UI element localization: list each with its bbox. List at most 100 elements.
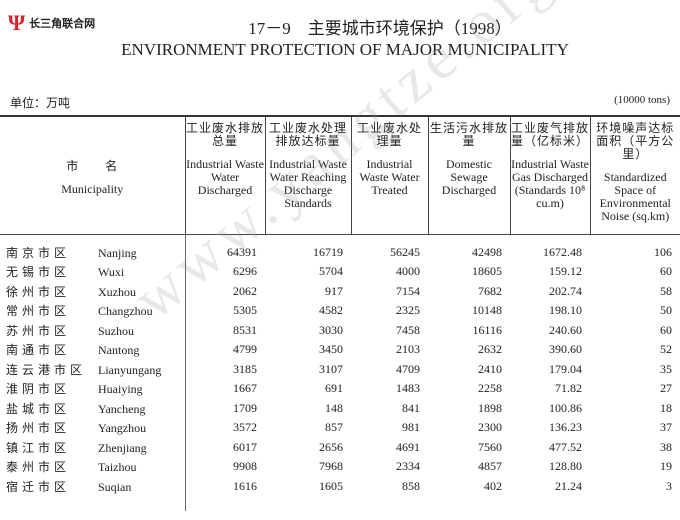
value-cell: 857 [325,420,343,435]
value-cell: 35 [660,361,672,376]
value-cell: 3185 [233,361,257,376]
value-cell: 3 [666,479,672,493]
value-cell: 19 [660,459,672,474]
column-header-cn: 工业废水处理量 [356,121,422,148]
city-name-en: Lianyungang [98,362,162,377]
value-cell: 390.60 [549,342,582,357]
table-row: 扬州市区 Yangzhou 3572 857 981 2300 136.23 37 [0,418,680,438]
value-cell: 18605 [472,264,502,279]
value-cell: 8531 [233,322,257,337]
city-name-en: Suzhou [98,323,134,338]
column-header-en: Industrial Waste Water Discharged [186,157,264,197]
page-title: 17－9 主要城市环境保护（1998） [248,19,512,38]
column-header: 市 名 Municipality [0,116,185,234]
city-name-en: Zhenjiang [98,440,147,455]
value-cell: 477.52 [549,439,582,454]
value-cell: 56245 [390,244,420,259]
city-cell: 常州市区 Changzhou [0,301,186,321]
value-cell: 3572 [233,420,257,435]
city-name-cn: 南京市区 [6,245,71,260]
page-subtitle: ENVIRONMENT PROTECTION OF MAJOR MUNICIPA… [121,40,569,59]
value-cell: 50 [660,303,672,318]
city-cell: 徐州市区 Xuzhou [0,281,186,301]
value-cell: 4857 [478,459,502,474]
value-cell: 1616 [233,479,257,493]
value-cell: 5305 [233,303,257,318]
city-name-cn: 宿迁市区 [6,480,71,494]
value-cell: 2062 [233,283,257,298]
value-cell: 4000 [396,264,420,279]
table-row: 常州市区 Changzhou 5305 4582 2325 10148 198.10 50 [0,301,680,321]
value-cell: 198.10 [549,303,582,318]
value-cell: 4691 [396,439,420,454]
value-cell: 27 [660,381,672,396]
value-cell: 7968 [319,459,343,474]
value-cell: 38 [660,439,672,454]
table-row: 淮阴市区 Huaiying 1667 691 1483 2258 71.82 27 [0,379,680,399]
value-cell: 21.24 [555,479,582,493]
environment-table: 市 名 Municipality 工业废水排放总量 Industrial Waste … [0,115,680,511]
city-cell: 泰州市区 Taizhou [0,457,186,477]
value-cell: 6296 [233,264,257,279]
value-cell: 7154 [396,283,420,298]
city-cell: 宿迁市区 Suqian [0,476,186,511]
value-cell: 858 [402,479,420,493]
column-header-cn: 环境噪声达标面积（平方公里） [596,121,675,161]
value-cell: 2334 [396,459,420,474]
city-cell: 盐城市区 Yancheng [0,398,186,418]
city-name-cn: 淮阴市区 [6,382,71,397]
column-header-cn: 工业废水排放总量 [185,121,264,148]
value-cell: 240.60 [549,322,582,337]
value-cell: 100.86 [549,400,582,415]
table-header-row: 市 名 Municipality 工业废水排放总量 Industrial Waste … [0,116,680,234]
value-cell: 10148 [472,303,502,318]
value-cell: 1605 [319,479,343,493]
city-name-en: Suqian [98,480,132,494]
column-header-en: Standardized Space of Environmental Nois… [599,170,671,223]
value-cell: 1709 [233,400,257,415]
value-cell: 917 [325,283,343,298]
value-cell: 52 [660,342,672,357]
value-cell: 148 [325,400,343,415]
value-cell: 7682 [478,283,502,298]
value-cell: 1898 [478,400,502,415]
city-name-cn: 泰州市区 [6,460,71,475]
city-name-cn: 镇江市区 [6,440,71,455]
city-cell: 无锡市区 Wuxi [0,262,186,282]
city-name-en: Huaiying [98,382,143,397]
value-cell: 64391 [227,244,257,259]
city-cell: 南通市区 Nantong [0,340,186,360]
city-name-en: Yangzhou [98,421,147,436]
city-name-en: Yancheng [98,401,146,416]
city-name-en: Nantong [98,343,140,358]
column-header-cn: 工业废气排放量（亿标米） [510,121,589,148]
value-cell: 18 [660,400,672,415]
column-header-cn: 工业废水处理排放达标量 [268,121,347,148]
value-cell: 37 [660,420,672,435]
value-cell: 2656 [319,439,343,454]
value-cell: 4799 [233,342,257,357]
city-name-en: Wuxi [98,265,125,280]
value-cell: 6017 [233,439,257,454]
value-cell: 159.12 [549,264,582,279]
city-name-cn: 扬州市区 [6,421,71,436]
value-cell: 60 [660,264,672,279]
city-name-cn: 常州市区 [6,304,71,319]
city-cell: 扬州市区 Yangzhou [0,418,186,438]
value-cell: 2258 [478,381,502,396]
site-logo: Ψ 长三角联合网 [8,12,95,34]
value-cell: 3450 [319,342,343,357]
table-row: 徐州市区 Xuzhou 2062 917 7154 7682 202.74 58 [0,281,680,301]
city-cell: 连云港市区 Lianyungang [0,359,186,379]
column-header-cn: 市 名 [66,158,119,173]
value-cell: 60 [660,322,672,337]
value-cell: 2300 [478,420,502,435]
city-name-cn: 徐州市区 [6,284,71,299]
city-name-cn: 盐城市区 [6,401,71,416]
value-cell: 106 [654,244,672,259]
column-header-cn: 生活污水排放量 [429,121,508,148]
column-header: 工业废水排放总量 Industrial Waste Water Discharge… [184,116,265,234]
city-name-en: Taizhou [98,460,137,475]
column-header-en: Industrial Waste Water Reaching Discharg… [269,157,347,210]
city-cell: 苏州市区 Suzhou [0,320,186,340]
